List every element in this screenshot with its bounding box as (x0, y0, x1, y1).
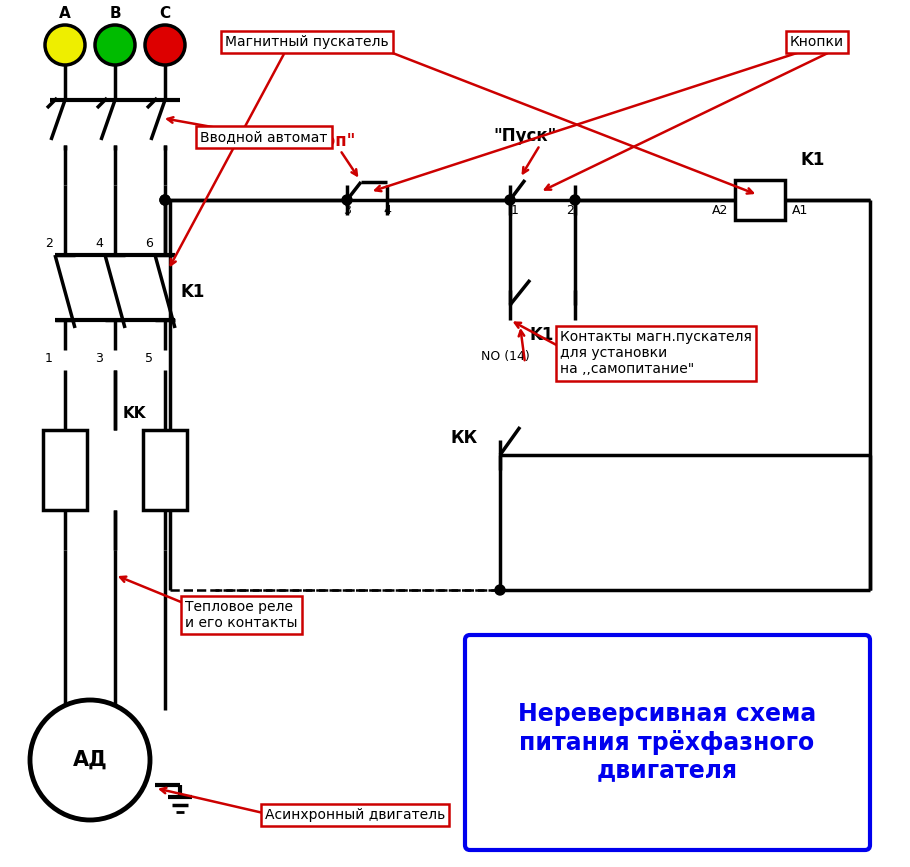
Text: NO (13): NO (13) (580, 350, 629, 363)
Bar (143, 430, 187, 510)
Text: Кнопки: Кнопки (790, 35, 844, 49)
Circle shape (95, 25, 135, 65)
Text: K1: K1 (180, 283, 205, 301)
Text: 2: 2 (566, 204, 574, 217)
Text: "Стоп": "Стоп" (294, 132, 356, 150)
Text: A: A (59, 6, 71, 21)
Bar (43, 430, 87, 510)
Circle shape (495, 585, 505, 595)
Text: Асинхронный двигатель: Асинхронный двигатель (265, 808, 445, 822)
Text: 3: 3 (343, 204, 351, 217)
Circle shape (45, 25, 85, 65)
Text: KK: KK (123, 406, 147, 421)
Text: 1: 1 (46, 352, 53, 365)
Text: 1: 1 (511, 204, 519, 217)
Text: 2: 2 (46, 237, 53, 250)
Text: 5: 5 (145, 352, 153, 365)
Circle shape (30, 700, 150, 820)
Text: Нереверсивная схема
питания трёхфазного
двигателя: Нереверсивная схема питания трёхфазного … (518, 701, 816, 782)
Text: A1: A1 (792, 204, 808, 217)
Text: КК: КК (450, 429, 477, 447)
FancyBboxPatch shape (465, 635, 870, 850)
Circle shape (342, 195, 352, 205)
Text: Магнитный пускатель: Магнитный пускатель (225, 35, 389, 49)
Text: K1: K1 (800, 151, 824, 169)
Text: 3: 3 (96, 352, 103, 365)
Text: 4: 4 (96, 237, 103, 250)
Text: C: C (159, 6, 170, 21)
Circle shape (505, 195, 515, 205)
Text: Тепловое реле
и его контакты: Тепловое реле и его контакты (185, 600, 298, 630)
Circle shape (570, 195, 580, 205)
Text: 4: 4 (383, 204, 391, 217)
Circle shape (145, 25, 185, 65)
Text: A2: A2 (712, 204, 728, 217)
Text: K1: K1 (530, 326, 554, 344)
Text: Контакты магн.пускателя
для установки
на ,,самопитание": Контакты магн.пускателя для установки на… (560, 330, 752, 376)
Text: АД: АД (73, 750, 107, 770)
Text: B: B (109, 6, 121, 21)
Bar (735, 180, 785, 220)
Text: 6: 6 (145, 237, 153, 250)
Text: "Пуск": "Пуск" (493, 127, 557, 145)
Text: Вводной автомат: Вводной автомат (200, 130, 328, 144)
Circle shape (160, 195, 170, 205)
Circle shape (160, 195, 170, 205)
Text: NO (14): NO (14) (480, 350, 530, 363)
